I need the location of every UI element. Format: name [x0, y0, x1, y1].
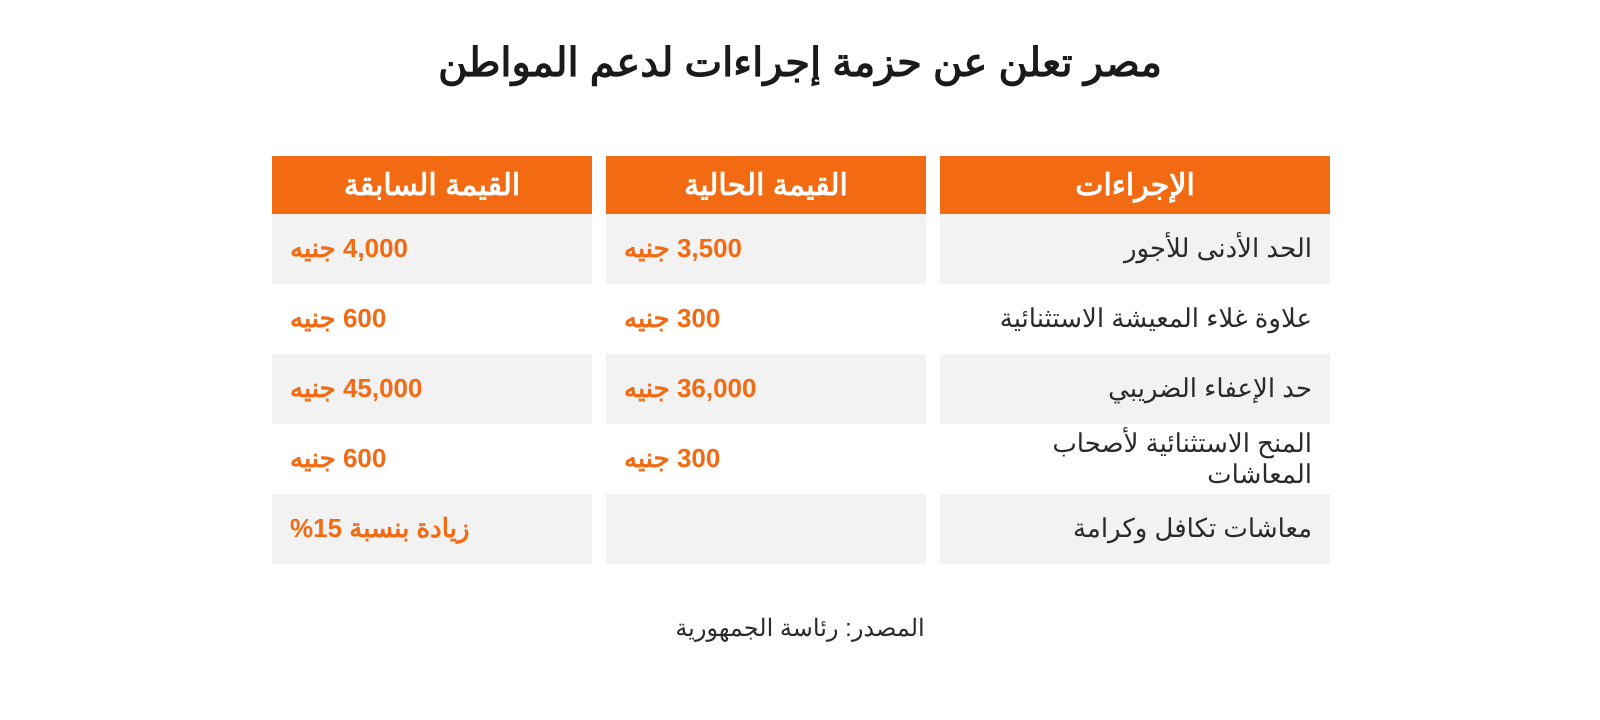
table-row: علاوة غلاء المعيشة الاستثنائية — [940, 284, 1330, 354]
table-row: معاشات تكافل وكرامة — [940, 494, 1330, 564]
table-row: 300 جنيه — [606, 424, 926, 494]
col-current: القيمة الحالية 3,500 جنيه 300 جنيه 36,00… — [606, 156, 926, 564]
header-previous: القيمة السابقة — [272, 156, 592, 214]
table-row: المنح الاستثنائية لأصحاب المعاشات — [940, 424, 1330, 494]
table-row: 4,000 جنيه — [272, 214, 592, 284]
table-row: 36,000 جنيه — [606, 354, 926, 424]
col-previous: القيمة السابقة 4,000 جنيه 600 جنيه 45,00… — [272, 156, 592, 564]
header-measures: الإجراءات — [940, 156, 1330, 214]
table-row: 600 جنيه — [272, 284, 592, 354]
table-row: 300 جنيه — [606, 284, 926, 354]
source-label: المصدر: رئاسة الجمهورية — [675, 614, 924, 643]
table-row: زيادة بنسبة 15% — [272, 494, 592, 564]
table-row: 600 جنيه — [272, 424, 592, 494]
table-row: الحد الأدنى للأجور — [940, 214, 1330, 284]
page-title: مصر تعلن عن حزمة إجراءات لدعم المواطن — [438, 40, 1162, 86]
measures-table: الإجراءات الحد الأدنى للأجور علاوة غلاء … — [270, 156, 1330, 564]
table-row — [606, 494, 926, 564]
table-row: 45,000 جنيه — [272, 354, 592, 424]
col-measures: الإجراءات الحد الأدنى للأجور علاوة غلاء … — [940, 156, 1330, 564]
header-current: القيمة الحالية — [606, 156, 926, 214]
table-row: 3,500 جنيه — [606, 214, 926, 284]
table-row: حد الإعفاء الضريبي — [940, 354, 1330, 424]
